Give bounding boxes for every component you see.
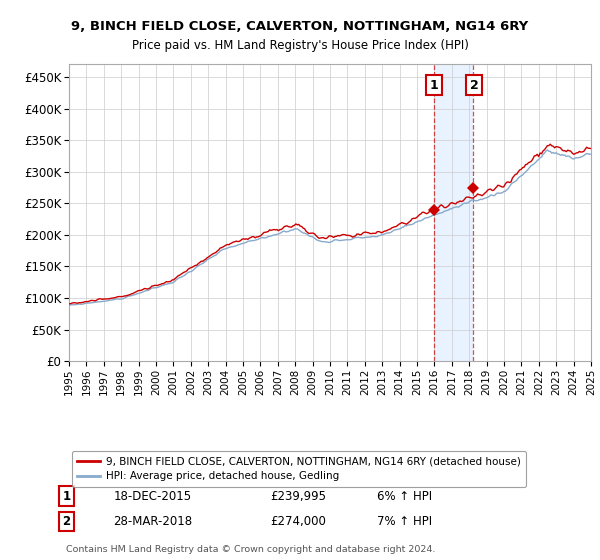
Text: Contains HM Land Registry data © Crown copyright and database right 2024.: Contains HM Land Registry data © Crown c… [67,545,436,554]
Text: 1: 1 [430,78,438,92]
Bar [434,64,473,361]
Text: 9, BINCH FIELD CLOSE, CALVERTON, NOTTINGHAM, NG14 6RY: 9, BINCH FIELD CLOSE, CALVERTON, NOTTING… [71,20,529,32]
Text: 2: 2 [62,515,70,528]
Text: 18-DEC-2015: 18-DEC-2015 [113,490,191,503]
Text: Price paid vs. HM Land Registry's House Price Index (HPI): Price paid vs. HM Land Registry's House … [131,39,469,52]
Text: £239,995: £239,995 [270,490,326,503]
Text: 6% ↑ HPI: 6% ↑ HPI [377,490,432,503]
Text: 28-MAR-2018: 28-MAR-2018 [113,515,193,528]
Text: 7% ↑ HPI: 7% ↑ HPI [377,515,432,528]
Text: 1: 1 [62,490,70,503]
Text: 2: 2 [470,78,479,92]
Legend: 9, BINCH FIELD CLOSE, CALVERTON, NOTTINGHAM, NG14 6RY (detached house), HPI: Ave: 9, BINCH FIELD CLOSE, CALVERTON, NOTTING… [71,451,526,487]
Text: £274,000: £274,000 [270,515,326,528]
